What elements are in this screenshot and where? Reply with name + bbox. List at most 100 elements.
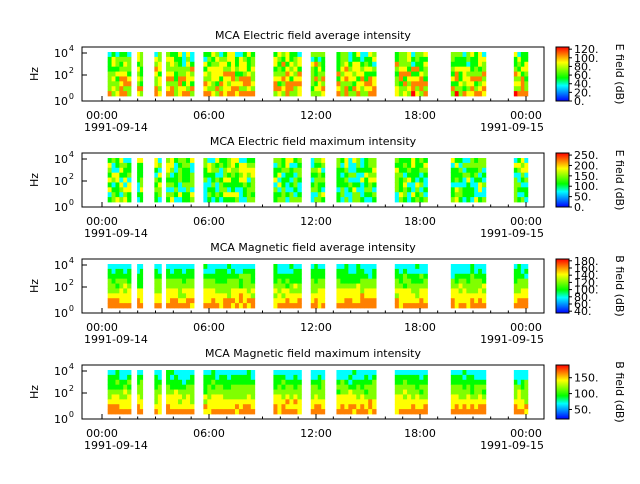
- spectrogram-cell: [297, 167, 302, 174]
- spectrogram-cell: [314, 76, 319, 82]
- spectrogram-cell: [115, 389, 120, 395]
- spectrogram-cell: [223, 182, 228, 188]
- spectrogram-cell: [321, 394, 326, 400]
- spectrogram-cell: [297, 52, 302, 58]
- spectrogram-cell: [178, 86, 183, 92]
- spectrogram-cell: [273, 293, 278, 299]
- spectrogram-cell: [107, 66, 112, 72]
- spectrogram-cell: [458, 379, 463, 386]
- plot-frame: [81, 152, 545, 208]
- spectrogram-cell: [310, 394, 315, 400]
- spectrogram-cell: [423, 278, 428, 284]
- spectrogram-cell: [356, 192, 361, 198]
- spectrogram-cell: [219, 66, 224, 72]
- spectrogram-cell: [115, 264, 120, 270]
- spectrogram-cell: [203, 81, 208, 87]
- spectrogram-cell: [119, 56, 124, 63]
- spectrogram-cell: [246, 404, 252, 410]
- spectrogram-cell: [174, 389, 179, 395]
- spectrogram-cell: [123, 167, 128, 174]
- spectrogram-cell: [520, 76, 525, 82]
- spectrogram-cell: [139, 167, 144, 174]
- spectrogram-cell: [115, 288, 120, 294]
- colorbar: [555, 364, 570, 420]
- spectrogram-cell: [227, 273, 232, 280]
- spectrogram-cell: [402, 56, 408, 63]
- spectrogram-cell: [462, 379, 467, 386]
- spectrogram-cell: [372, 389, 377, 395]
- spectrogram-cell: [481, 379, 487, 386]
- y-axis-label: Hz: [28, 67, 41, 81]
- spectrogram-cell: [277, 273, 282, 280]
- spectrogram-cell: [450, 264, 456, 270]
- spectrogram-cell: [520, 172, 525, 178]
- spectrogram-cell: [368, 264, 373, 270]
- spectrogram-cell: [166, 81, 171, 87]
- spectrogram-cell: [474, 389, 479, 395]
- spectrogram-cell: [458, 298, 463, 304]
- spectrogram-cell: [344, 303, 349, 309]
- spectrogram-cell: [360, 177, 365, 183]
- spectrogram-cell: [352, 273, 357, 280]
- spectrogram-cell: [310, 298, 315, 304]
- spectrogram-cell: [450, 192, 456, 198]
- spectrogram-cell: [166, 379, 171, 386]
- colorbar-label: E field (dB): [613, 44, 626, 105]
- spectrogram-cell: [340, 404, 345, 410]
- spectrogram-cell: [238, 273, 244, 280]
- spectrogram-cell: [207, 273, 212, 280]
- spectrogram-cell: [481, 177, 487, 183]
- spectrogram-cell: [115, 158, 120, 164]
- spectrogram-cell: [166, 56, 171, 63]
- spectrogram-cell: [227, 172, 232, 178]
- spectrogram-cell: [352, 404, 357, 410]
- spectrogram-cell: [474, 273, 479, 280]
- spectrogram-cell: [246, 394, 252, 400]
- spectrogram-cell: [174, 61, 179, 68]
- spectrogram-cell: [360, 283, 365, 289]
- spectrogram-cell: [123, 162, 128, 169]
- spectrogram-cell: [242, 399, 248, 405]
- spectrogram-cell: [454, 167, 459, 174]
- spectrogram-cell: [314, 288, 319, 294]
- spectrogram-cell: [215, 394, 220, 400]
- spectrogram-cell: [273, 187, 278, 193]
- spectrogram-cell: [310, 384, 315, 390]
- spectrogram-cell: [250, 167, 256, 174]
- spectrogram-cell: [356, 76, 361, 82]
- spectrogram-cell: [174, 172, 179, 178]
- spectrogram-cell: [402, 167, 408, 174]
- spectrogram-cell: [419, 283, 424, 289]
- spectrogram-cell: [317, 394, 322, 400]
- spectrogram-cell: [348, 172, 353, 178]
- spectrogram-cell: [356, 264, 361, 270]
- spectrogram-cell: [107, 293, 112, 299]
- spectrogram-cell: [246, 66, 252, 72]
- spectrogram-cell: [520, 61, 525, 68]
- y-tick-exponent: 4: [69, 150, 74, 159]
- spectrogram-cell: [223, 52, 228, 58]
- colorbar-tick-label: 50.: [574, 403, 592, 416]
- spectrogram-cell: [227, 409, 232, 415]
- spectrogram-cell: [474, 86, 479, 92]
- spectrogram-cell: [466, 71, 471, 77]
- spectrogram-cell: [517, 187, 522, 193]
- spectrogram-cell: [170, 167, 175, 174]
- spectrogram-cell: [462, 56, 467, 63]
- spectrogram-cell: [321, 172, 326, 178]
- spectrogram-cell: [454, 278, 459, 284]
- spectrogram-cell: [123, 379, 128, 386]
- spectrogram-cell: [207, 162, 212, 169]
- spectrogram-cell: [289, 71, 294, 77]
- spectrogram-cell: [182, 192, 187, 198]
- spectrogram-cell: [111, 182, 116, 188]
- spectrogram-cell: [423, 384, 428, 390]
- spectrogram-cell: [411, 379, 416, 386]
- spectrogram-cell: [402, 370, 408, 376]
- spectrogram-cell: [340, 162, 345, 169]
- spectrogram-cell: [407, 91, 412, 97]
- spectrogram-cell: [289, 162, 294, 169]
- spectrogram-cell: [289, 394, 294, 400]
- spectrogram-cell: [219, 293, 224, 299]
- spectrogram-cell: [402, 409, 408, 415]
